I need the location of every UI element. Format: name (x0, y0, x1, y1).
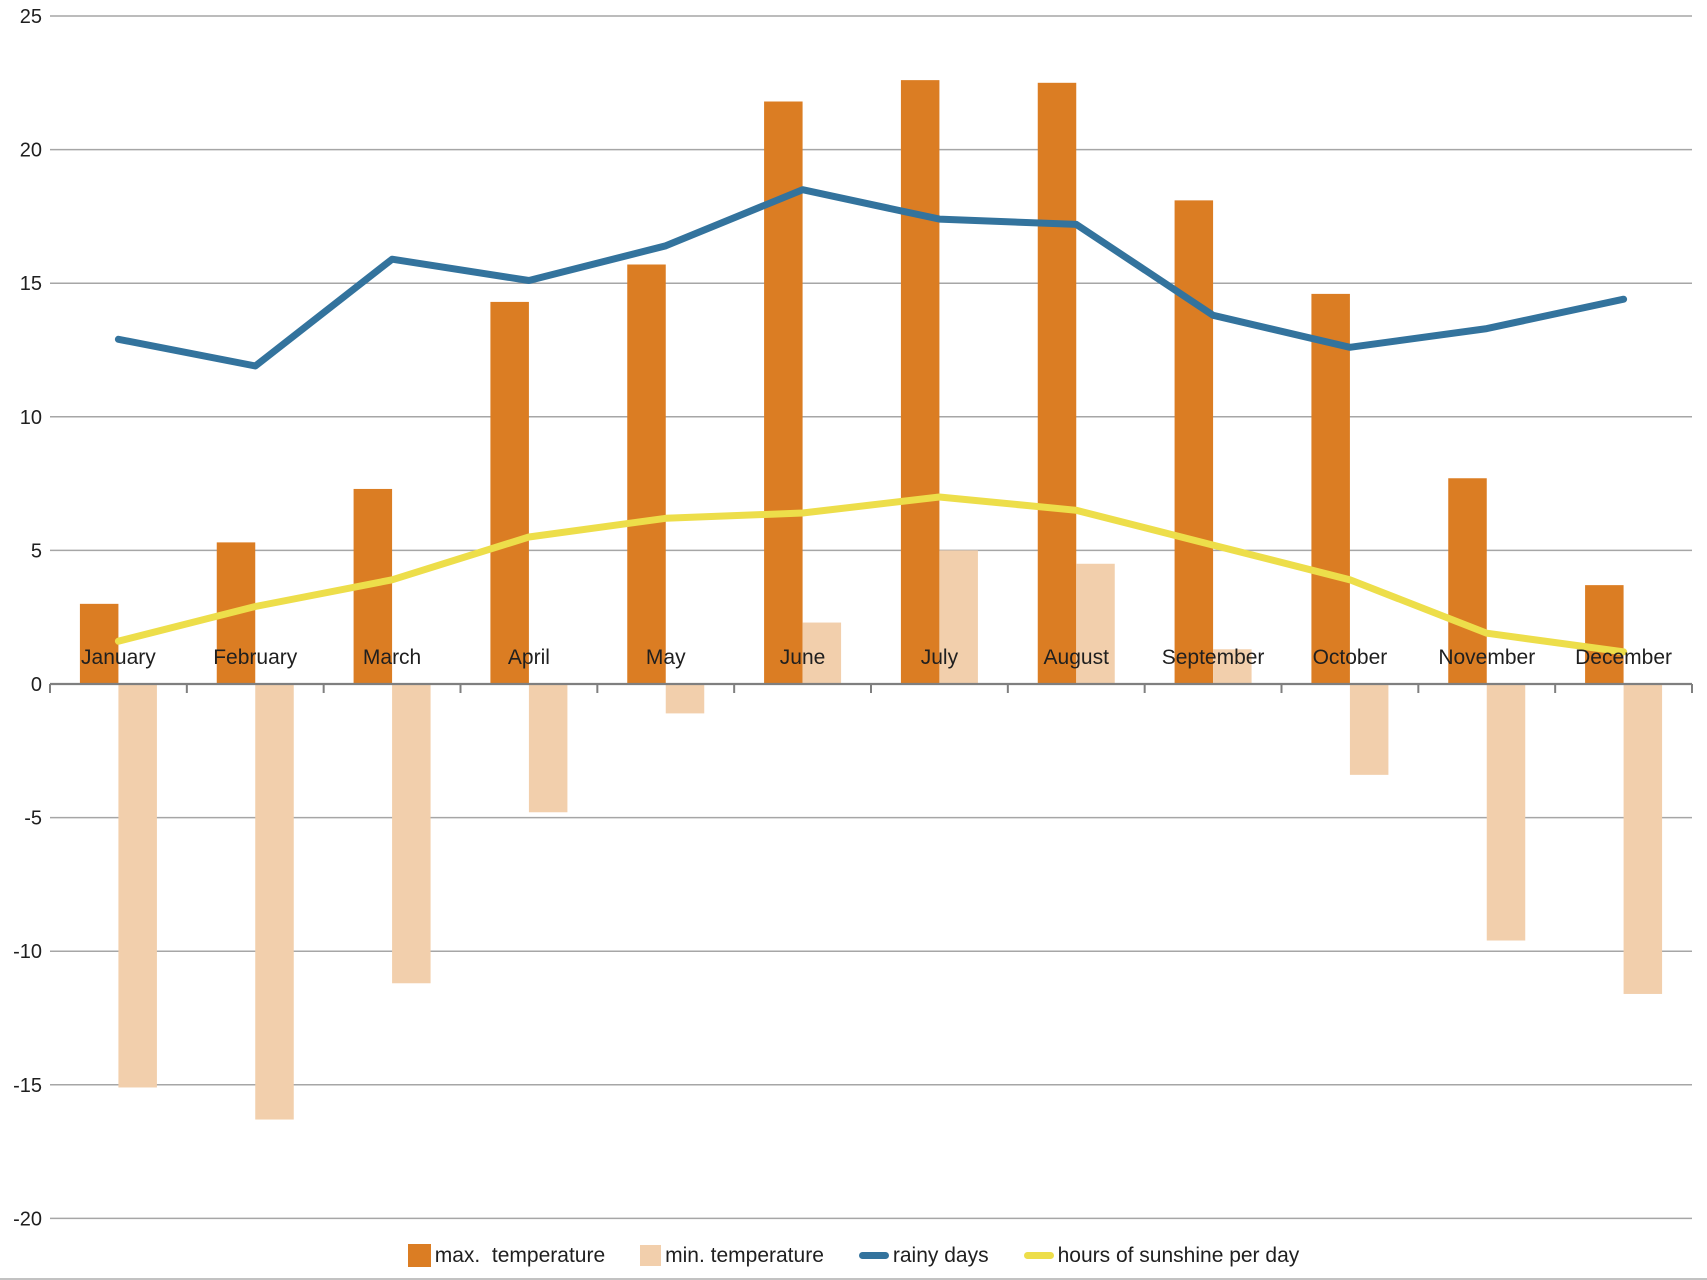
bar-max-temperature-january (79, 603, 119, 684)
y-axis-label: 20 (20, 140, 42, 162)
bar-min-temperature-october (1349, 684, 1389, 775)
line-rainy-days (114, 186, 1628, 370)
x-axis-label-may: May (646, 646, 686, 669)
y-axis-label: 15 (20, 273, 42, 295)
bar-max-temperature-april (490, 301, 529, 684)
bar-min-temperature-july (939, 550, 978, 684)
x-axis-label-november: November (1438, 646, 1535, 669)
bar-max-temperature-december (1585, 585, 1624, 684)
bar-min-temperature-february (255, 684, 294, 1120)
x-axis-label-december: December (1575, 646, 1672, 669)
legend-item-min-temperature: min. temperature (640, 1243, 824, 1267)
y-axis-label: -10 (13, 941, 42, 963)
legend-label: min. temperature (665, 1243, 824, 1267)
line-hours-of-sunshine-per-day (114, 493, 1628, 656)
legend-item-max-temperature: max. temperature (407, 1243, 606, 1267)
y-axis-label: -5 (24, 808, 42, 830)
y-axis-label: 25 (20, 6, 42, 28)
bar-max-temperature-august (1037, 82, 1077, 685)
bar-min-temperature-march (392, 684, 431, 984)
bar-min-temperature-june (802, 622, 842, 684)
bar-max-temperature-july (900, 80, 940, 685)
legend-line-swatch (1023, 1251, 1054, 1259)
bar-max-temperature-may (627, 264, 666, 684)
legend-label: max. temperature (434, 1243, 606, 1267)
bar-min-temperature-september (1213, 649, 1252, 684)
y-axis-label: -20 (13, 1208, 42, 1230)
bar-min-temperature-december (1623, 684, 1663, 994)
bar-min-temperature-january (118, 684, 157, 1088)
bar-min-temperature-may (665, 684, 705, 714)
x-axis-label-january: January (81, 646, 156, 669)
x-axis-label-february: February (213, 646, 298, 669)
x-axis-label-june: June (780, 646, 826, 669)
bar-min-temperature-august (1076, 563, 1115, 684)
legend-item-hours-of-sunshine-per-day: hours of sunshine per day (1023, 1243, 1300, 1267)
legend-item-rainy-days: rainy days (858, 1243, 989, 1267)
y-axis-label: 0 (31, 674, 42, 696)
x-axis-label-august: August (1044, 646, 1110, 669)
legend-square-swatch (407, 1243, 431, 1267)
x-axis-label-july: July (921, 646, 959, 669)
chart-legend: max. temperature min. temperature rainy da… (0, 1238, 1707, 1272)
bar-max-temperature-october (1311, 293, 1350, 684)
x-axis-label-april: April (508, 646, 550, 669)
bar-max-temperature-september (1174, 200, 1214, 685)
y-axis-label: -15 (13, 1075, 42, 1097)
legend-label: hours of sunshine per day (1057, 1243, 1300, 1267)
bar-min-temperature-april (528, 684, 568, 813)
legend-line-swatch (858, 1251, 889, 1259)
y-axis-label: 10 (20, 407, 42, 429)
x-axis-label-march: March (363, 646, 421, 669)
bar-min-temperature-november (1486, 684, 1526, 941)
x-axis-label-september: September (1162, 646, 1265, 669)
x-axis-label-october: October (1313, 646, 1388, 669)
y-axis-label: 5 (31, 540, 42, 562)
legend-label: rainy days (892, 1243, 989, 1267)
legend-square-swatch (640, 1244, 662, 1266)
bar-max-temperature-november (1448, 478, 1487, 684)
